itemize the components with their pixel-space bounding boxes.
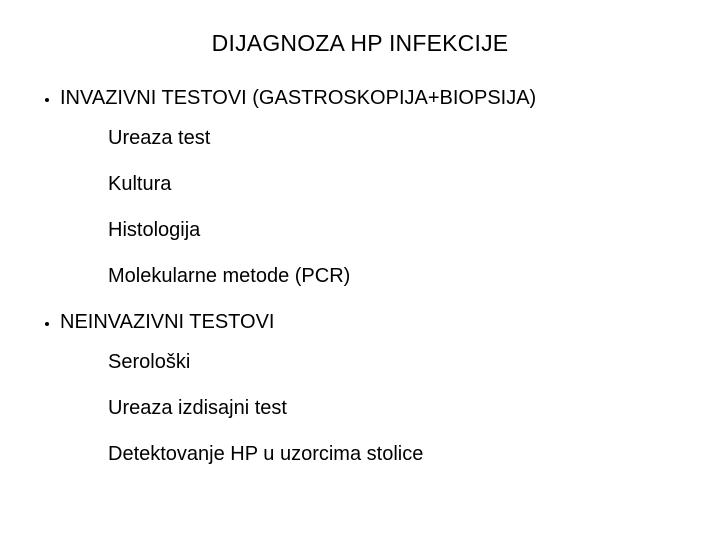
- sub-list: Serološki Ureaza izdisajni test Detektov…: [60, 349, 690, 467]
- slide-title: DIJAGNOZA HP INFEKCIJE: [30, 30, 690, 57]
- slide: DIJAGNOZA HP INFEKCIJE INVAZIVNI TESTOVI…: [0, 0, 720, 540]
- section-heading: NEINVAZIVNI TESTOVI: [60, 311, 275, 333]
- section-item: INVAZIVNI TESTOVI (GASTROSKOPIJA+BIOPSIJ…: [60, 85, 690, 289]
- sub-item: Histologija: [108, 217, 690, 243]
- sub-item: Ureaza izdisajni test: [108, 395, 690, 421]
- sub-item: Detektovanje HP u uzorcima stolice: [108, 441, 690, 467]
- section-item: NEINVAZIVNI TESTOVI Serološki Ureaza izd…: [60, 309, 690, 467]
- sub-list: Ureaza test Kultura Histologija Molekula…: [60, 125, 690, 289]
- outline-list: INVAZIVNI TESTOVI (GASTROSKOPIJA+BIOPSIJ…: [30, 85, 690, 467]
- sub-item: Serološki: [108, 349, 690, 375]
- sub-item: Ureaza test: [108, 125, 690, 151]
- sub-item: Kultura: [108, 171, 690, 197]
- section-heading: INVAZIVNI TESTOVI (GASTROSKOPIJA+BIOPSIJ…: [60, 87, 536, 109]
- sub-item: Molekularne metode (PCR): [108, 263, 690, 289]
